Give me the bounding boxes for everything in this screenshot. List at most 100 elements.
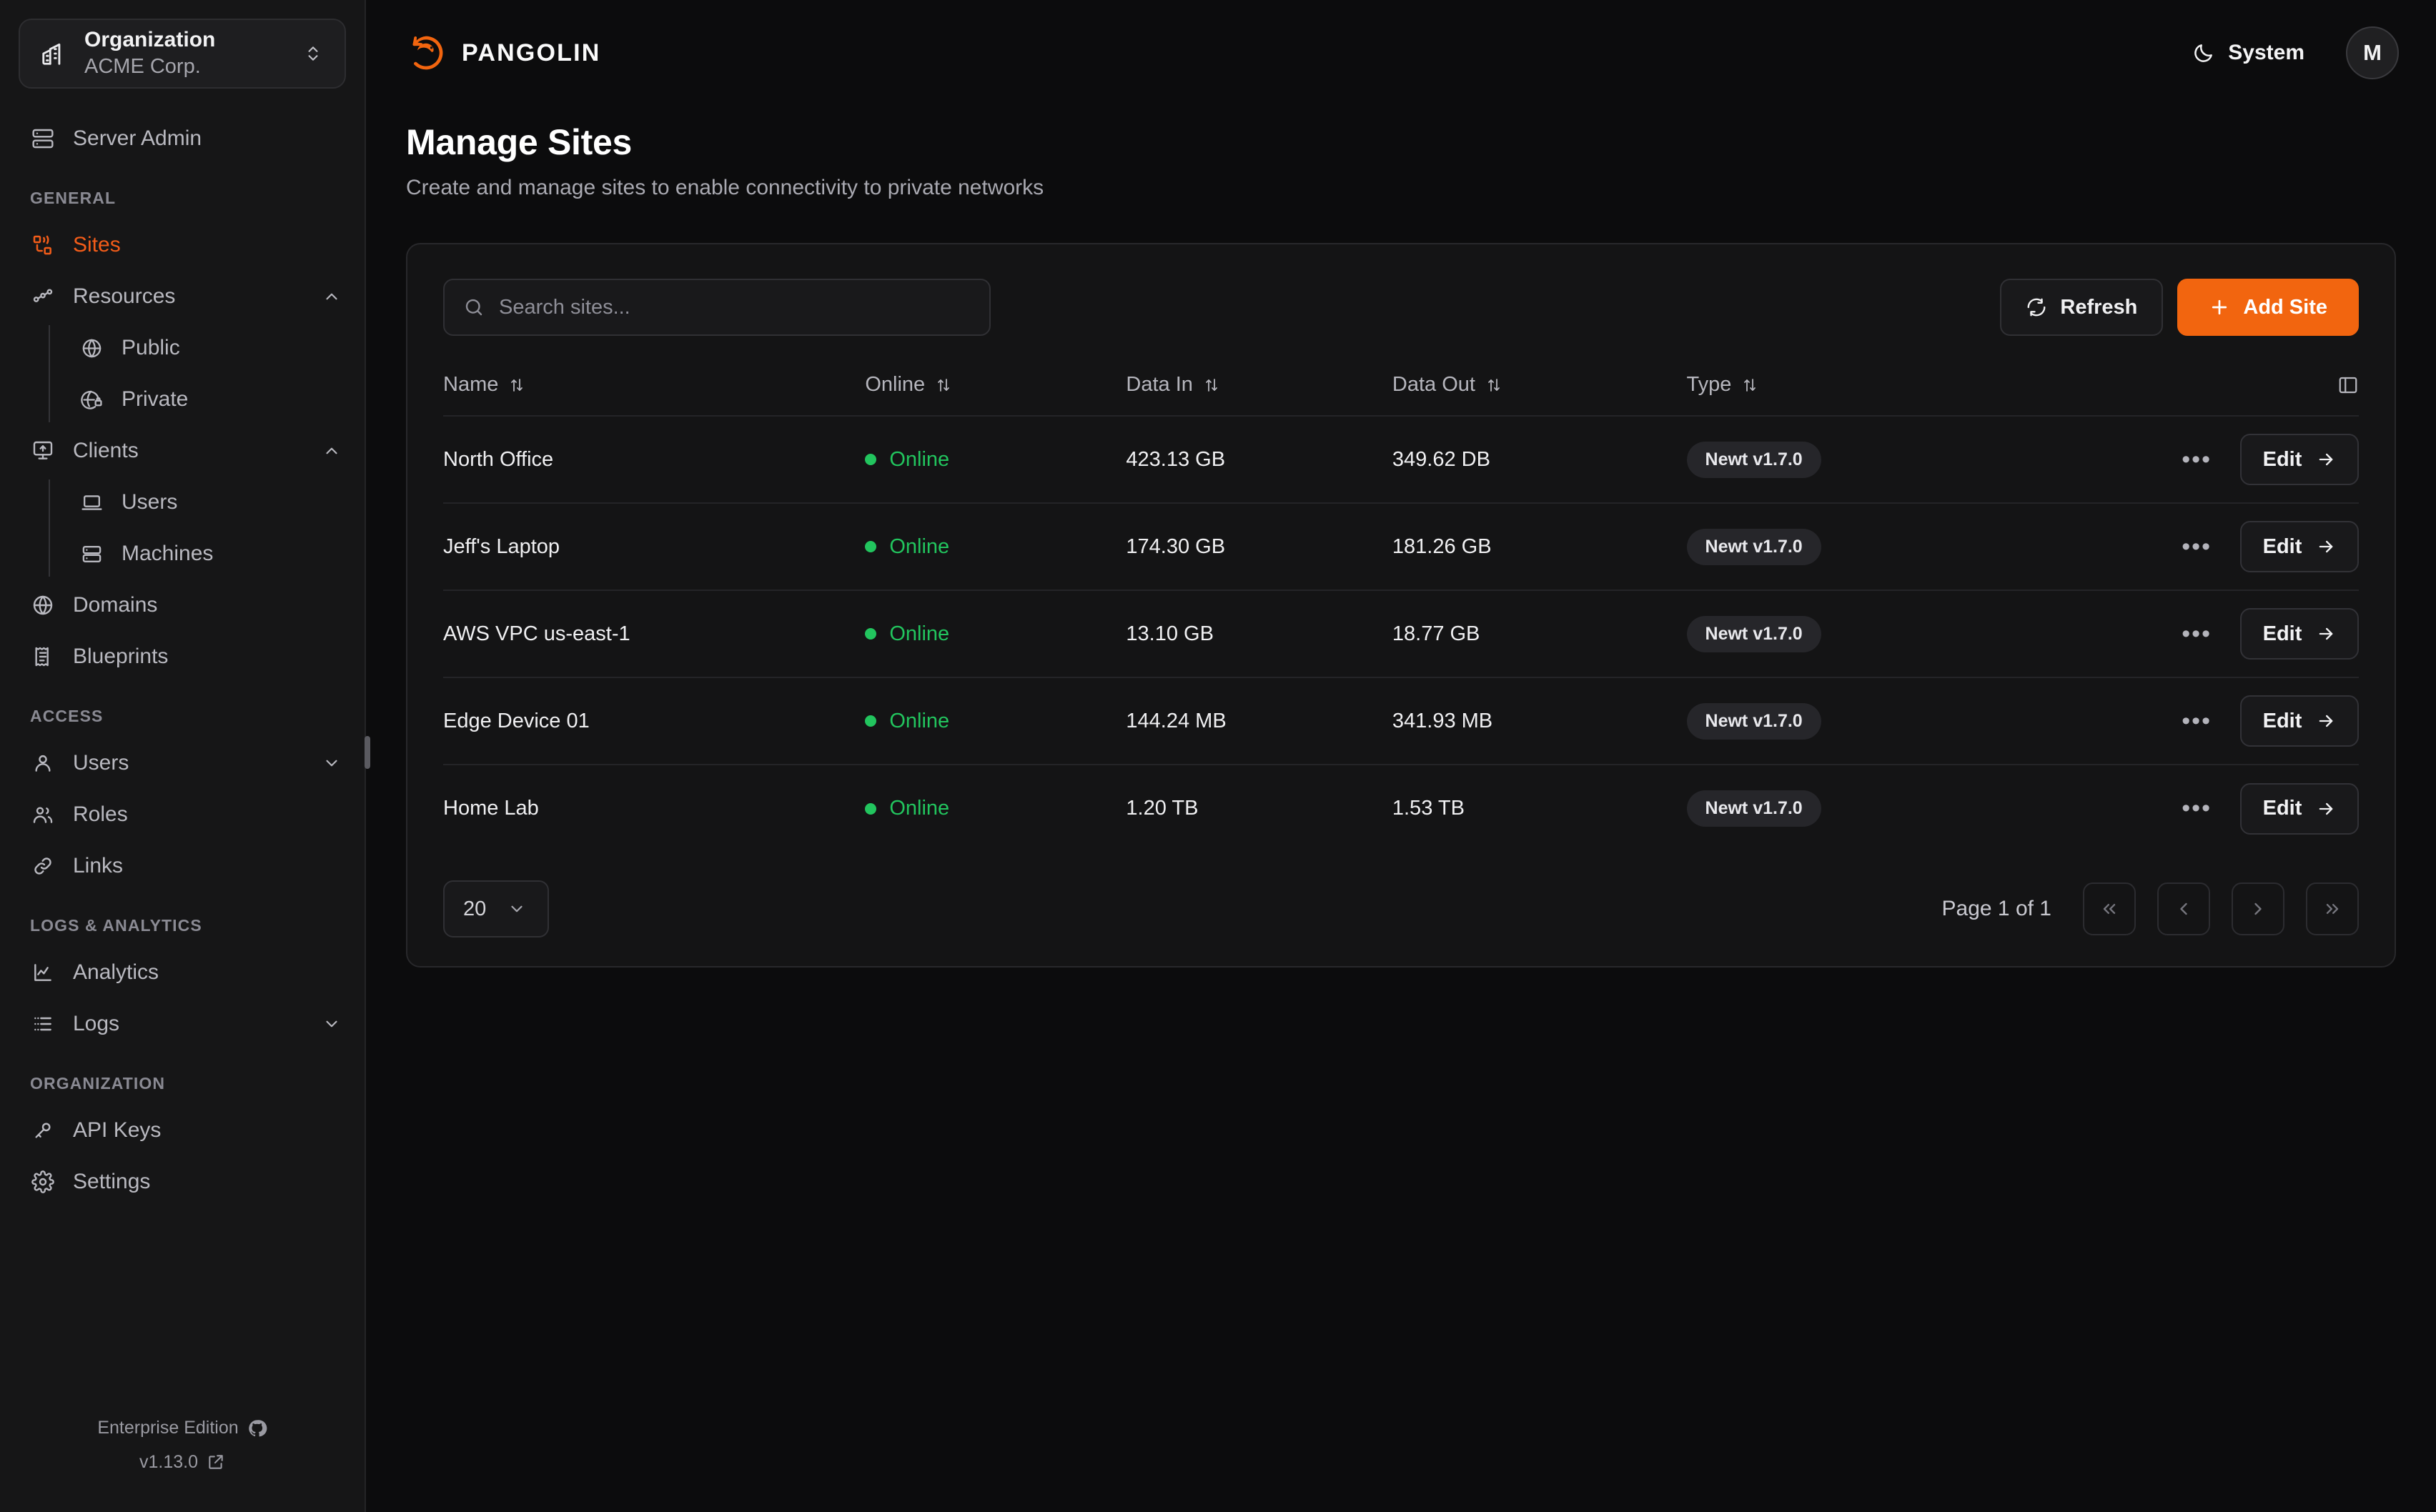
- sidebar-section-organization: ORGANIZATION: [30, 1074, 166, 1093]
- sidebar-item-server-admin[interactable]: Server Admin: [0, 113, 365, 164]
- column-header-name[interactable]: Name: [443, 362, 865, 416]
- page-size-select[interactable]: 20: [443, 880, 549, 937]
- sidebar-item-client-users[interactable]: Users: [49, 477, 365, 528]
- first-page-button[interactable]: [2083, 882, 2136, 935]
- globe-icon: [30, 592, 56, 618]
- card-footer: 20 Page 1 of 1: [443, 880, 2359, 937]
- laptop-icon: [79, 489, 104, 515]
- row-menu-icon[interactable]: •••: [2182, 445, 2212, 473]
- cell-data-in: 13.10 GB: [1126, 590, 1392, 677]
- sidebar-item-clients[interactable]: Clients: [0, 425, 365, 477]
- table-row[interactable]: North Office Online 423.13 GB 349.62 DB …: [443, 415, 2359, 503]
- sidebar-item-analytics[interactable]: Analytics: [0, 947, 365, 998]
- theme-toggle[interactable]: System: [2181, 32, 2316, 74]
- sidebar-item-api-keys[interactable]: API Keys: [0, 1105, 365, 1156]
- sort-icon: [935, 377, 952, 394]
- row-menu-icon[interactable]: •••: [2182, 532, 2212, 560]
- edition-label: Enterprise Edition: [97, 1418, 239, 1438]
- sidebar-item-domains[interactable]: Domains: [0, 580, 365, 631]
- version-line[interactable]: v1.13.0: [0, 1446, 365, 1480]
- chevron-down-icon[interactable]: [320, 752, 343, 775]
- page-size-value: 20: [463, 897, 487, 920]
- row-menu-icon[interactable]: •••: [2182, 707, 2212, 735]
- cell-data-in: 174.30 GB: [1126, 502, 1392, 590]
- table-row[interactable]: AWS VPC us-east-1 Online 13.10 GB 18.77 …: [443, 590, 2359, 677]
- search-icon: [463, 297, 485, 318]
- table-row[interactable]: Jeff's Laptop Online 174.30 GB 181.26 GB…: [443, 502, 2359, 590]
- search-input[interactable]: [499, 295, 971, 319]
- page-subtitle: Create and manage sites to enable connec…: [406, 176, 1044, 199]
- chevron-up-icon[interactable]: [320, 285, 343, 308]
- chevron-down-icon[interactable]: [320, 1013, 343, 1035]
- column-header-data-in[interactable]: Data In: [1126, 362, 1392, 416]
- cell-actions: ••• Edit: [2172, 677, 2359, 765]
- column-header-type[interactable]: Type: [1687, 362, 2172, 416]
- building-icon: [39, 39, 69, 69]
- github-icon[interactable]: [247, 1418, 267, 1438]
- sort-icon: [508, 377, 525, 394]
- table-row[interactable]: Edge Device 01 Online 144.24 MB 341.93 M…: [443, 677, 2359, 765]
- column-header-data-out[interactable]: Data Out: [1392, 362, 1687, 416]
- edit-button[interactable]: Edit: [2240, 608, 2359, 660]
- link-icon: [30, 853, 56, 879]
- refresh-button[interactable]: Refresh: [2000, 279, 2164, 336]
- arrow-right-icon: [2316, 537, 2336, 557]
- edit-button[interactable]: Edit: [2240, 695, 2359, 747]
- edition-line[interactable]: Enterprise Edition: [0, 1411, 365, 1446]
- users-icon: [30, 802, 56, 827]
- brand[interactable]: PANGOLIN: [406, 33, 601, 73]
- cell-actions: ••• Edit: [2172, 764, 2359, 852]
- sidebar-resize-handle[interactable]: [365, 736, 370, 769]
- row-menu-icon[interactable]: •••: [2182, 795, 2212, 822]
- search-box[interactable]: [443, 279, 991, 336]
- sidebar-item-label: Clients: [73, 439, 139, 462]
- sidebar-item-resources[interactable]: Resources: [0, 271, 365, 322]
- server-icon: [79, 541, 104, 567]
- sidebar-item-label: Links: [73, 854, 124, 877]
- chevron-up-icon[interactable]: [320, 439, 343, 462]
- table-row[interactable]: Home Lab Online 1.20 TB 1.53 TB Newt v1.…: [443, 764, 2359, 852]
- avatar[interactable]: M: [2346, 26, 2399, 79]
- cell-type: Newt v1.7.0: [1686, 415, 2172, 503]
- sidebar-item-blueprints[interactable]: Blueprints: [0, 631, 365, 682]
- plus-icon: [2209, 297, 2230, 318]
- toggle-columns-panel-icon[interactable]: [2172, 374, 2359, 396]
- sidebar-item-public[interactable]: Public: [49, 322, 365, 374]
- column-label: Online: [865, 373, 926, 396]
- previous-page-button[interactable]: [2157, 882, 2210, 935]
- sidebar-item-private[interactable]: Private: [49, 374, 365, 425]
- sidebar-subnav-clients: Users Machines: [49, 477, 365, 580]
- edit-button[interactable]: Edit: [2240, 521, 2359, 572]
- column-header-online[interactable]: Online: [865, 362, 1126, 416]
- cell-type: Newt v1.7.0: [1686, 590, 2172, 677]
- sites-table: Name Online: [443, 362, 2359, 852]
- cell-type: Newt v1.7.0: [1686, 502, 2172, 590]
- next-page-button[interactable]: [2232, 882, 2284, 935]
- type-badge: Newt v1.7.0: [1686, 702, 1821, 740]
- last-page-button[interactable]: [2306, 882, 2359, 935]
- sidebar-item-label: Users: [122, 490, 178, 514]
- cell-data-out: 181.26 GB: [1392, 502, 1687, 590]
- sidebar-item-links[interactable]: Links: [0, 840, 365, 892]
- row-menu-icon[interactable]: •••: [2182, 620, 2212, 647]
- sidebar-item-users[interactable]: Users: [0, 737, 365, 789]
- edit-button[interactable]: Edit: [2240, 782, 2359, 835]
- edit-button[interactable]: Edit: [2240, 434, 2359, 485]
- sidebar-item-logs[interactable]: Logs: [0, 998, 365, 1050]
- sidebar-item-sites[interactable]: Sites: [0, 219, 365, 271]
- external-link-icon[interactable]: [207, 1453, 225, 1471]
- version-label: v1.13.0: [139, 1451, 198, 1472]
- sidebar-item-settings[interactable]: Settings: [0, 1156, 365, 1208]
- sidebar-item-machines[interactable]: Machines: [49, 528, 365, 580]
- sidebar-item-roles[interactable]: Roles: [0, 789, 365, 840]
- chevrons-up-down-icon: [300, 39, 326, 68]
- server-icon: [30, 126, 56, 151]
- card-toolbar: Refresh Add Site: [443, 279, 2359, 336]
- type-badge: Newt v1.7.0: [1686, 615, 1821, 652]
- organization-switcher[interactable]: Organization ACME Corp.: [19, 19, 346, 89]
- add-site-button[interactable]: Add Site: [2177, 279, 2359, 336]
- edit-label: Edit: [2262, 797, 2302, 820]
- arrow-right-icon: [2316, 449, 2336, 469]
- sidebar-item-label: Machines: [122, 542, 214, 565]
